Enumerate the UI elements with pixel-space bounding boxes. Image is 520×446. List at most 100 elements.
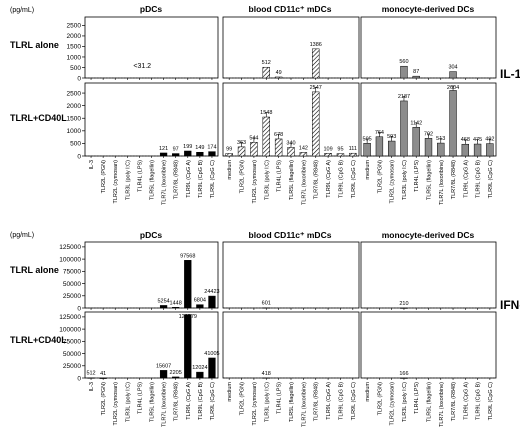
panel-frame — [360, 311, 497, 379]
x-tick-label: TLR3L (poly I:C) — [264, 382, 270, 422]
x-tick-label: TLR5L (flagellin) — [150, 382, 156, 422]
bar — [400, 65, 408, 79]
x-tick-label: TLR9L (CpG B) — [198, 160, 204, 198]
x-tick-label: medium — [365, 382, 371, 402]
x-tick-label: IL-3 — [89, 382, 95, 391]
panel-frame — [222, 241, 360, 309]
data-label: 1386 — [310, 42, 322, 48]
x-tick-label: TLR2L (PGN) — [101, 382, 107, 416]
bar — [159, 305, 168, 309]
bar — [400, 307, 408, 309]
x-tick-label: TLR9L (CpG C) — [351, 160, 357, 198]
data-label: 174 — [207, 145, 216, 151]
x-tick-label: TLR9L (CpG C) — [210, 382, 216, 420]
data-label: 97 — [173, 147, 179, 153]
data-label: 475 — [473, 137, 482, 143]
bar — [375, 136, 384, 157]
y-tick-label: 0 — [77, 375, 81, 382]
x-tick-label: TLR9L (CpG C) — [488, 160, 494, 198]
data-label: 99 — [226, 147, 232, 153]
y-tick-label: 0 — [77, 305, 81, 312]
x-tick-label: TLR4L (LPS) — [137, 160, 143, 192]
bar — [274, 138, 283, 157]
bar — [400, 377, 408, 379]
y-tick-label: 100000 — [59, 256, 81, 263]
data-label: 593 — [387, 134, 396, 140]
x-tick-label: TLR7L (loxoribine) — [439, 160, 445, 205]
x-tick-label: TLR2L (zymosan) — [252, 160, 258, 204]
y-tick-label: 1500 — [67, 116, 82, 123]
data-label: 560 — [399, 59, 408, 65]
bar — [262, 377, 270, 379]
x-tick-label: TLR9L (CpG B) — [476, 160, 482, 198]
data-label: 340 — [286, 140, 295, 146]
data-label: 512 — [86, 371, 95, 377]
x-tick-label: TLR9L (CpG B) — [476, 382, 482, 420]
column-header: pDCs — [140, 4, 162, 14]
x-tick-label: TLR7/8L (R848) — [314, 160, 320, 199]
data-label: 142 — [299, 145, 308, 151]
x-tick-label: TLR9L (CpG C) — [210, 160, 216, 198]
bar — [473, 143, 482, 157]
x-tick-label: TLR5L (flagellin) — [289, 382, 295, 422]
row-label: TLRL+CD40L — [10, 113, 67, 123]
y-tick-label: 500 — [70, 65, 81, 72]
y-tick-label: 25000 — [63, 293, 81, 300]
x-tick-label: medium — [227, 160, 233, 180]
data-label: 2187 — [398, 94, 410, 100]
data-label: 41 — [100, 371, 106, 377]
row-label: TLRL+CD40L — [10, 335, 67, 345]
x-tick-label: TLR4L (LPS) — [137, 382, 143, 414]
data-label: 6804 — [194, 298, 206, 304]
bar — [412, 127, 420, 157]
bar — [274, 76, 283, 79]
bar — [486, 143, 494, 157]
panel-frame — [84, 16, 219, 79]
x-tick-label: TLR2L (zymosan) — [390, 160, 396, 204]
x-tick-label: TLR2L (PGN) — [377, 160, 383, 194]
column-header: blood CD11c⁺ mDCs — [249, 230, 332, 240]
x-tick-label: TLR7/8L (R848) — [451, 160, 457, 199]
bar — [312, 48, 320, 79]
x-tick-label: TLR5L (flagellin) — [427, 382, 433, 422]
x-tick-label: TLR9L (CpG B) — [338, 382, 344, 420]
x-tick-label: TLR5L (flagellin) — [289, 160, 295, 200]
bar — [172, 307, 180, 309]
x-tick-label: TLR2L (PGN) — [101, 160, 107, 194]
y-tick-label: 75000 — [63, 339, 81, 346]
bar — [312, 91, 320, 157]
bar — [172, 376, 180, 379]
bar — [208, 295, 216, 309]
bar — [262, 66, 270, 79]
bar — [172, 153, 180, 157]
bar — [250, 142, 258, 157]
bar — [437, 142, 445, 157]
bar — [336, 153, 345, 157]
data-label: 210 — [399, 301, 408, 307]
bar — [412, 75, 420, 79]
x-tick-label: TLR9L (CpG C) — [351, 382, 357, 420]
bar — [159, 370, 168, 379]
x-tick-label: TLR9L (CpG B) — [198, 382, 204, 420]
column-header: blood CD11c⁺ mDCs — [249, 4, 332, 14]
data-label: 15607 — [156, 363, 171, 369]
data-label: 418 — [262, 371, 271, 377]
y-tick-label: 500 — [70, 141, 81, 148]
x-tick-label: TLR7/8L (R848) — [174, 382, 180, 421]
data-label: 166 — [399, 371, 408, 377]
y-tick-label: 1500 — [67, 44, 82, 51]
x-tick-label: medium — [365, 160, 371, 180]
data-label: 702 — [424, 131, 433, 137]
chart-title: IL-12 p70 — [500, 67, 520, 81]
x-tick-label: TLR2L (PGN) — [240, 382, 246, 416]
x-tick-label: TLR9L (CpG A) — [326, 382, 332, 420]
x-tick-label: TLR2L (zymosan) — [113, 160, 119, 204]
x-tick-label: TLR9L (CpG B) — [338, 160, 344, 198]
x-tick-label: TLR9L (CpG A) — [326, 160, 332, 198]
y-tick-label: 25000 — [63, 363, 81, 370]
x-tick-label: TLR9L (CpG A) — [186, 160, 192, 198]
bar — [184, 150, 192, 157]
bar — [363, 143, 371, 157]
